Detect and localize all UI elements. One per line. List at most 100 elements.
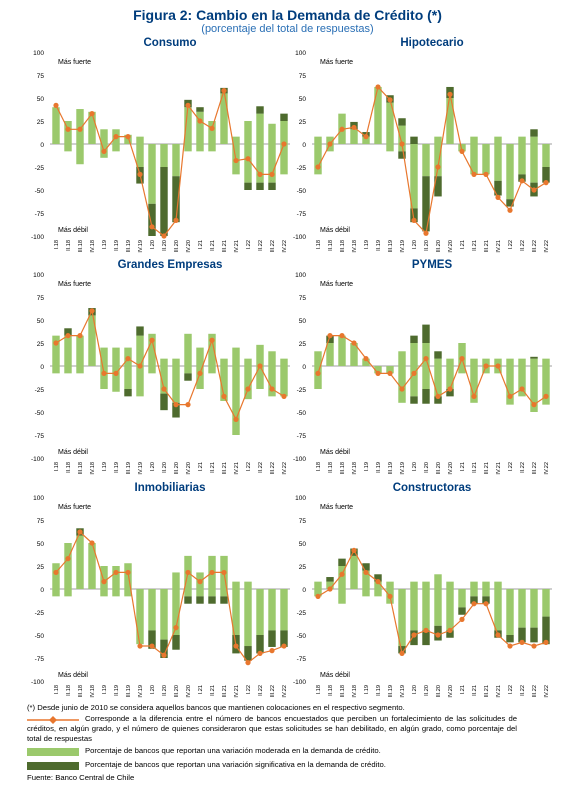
bar-moderate — [232, 136, 240, 144]
bar-moderate — [196, 111, 204, 144]
bar-significant — [422, 176, 430, 232]
y-tick-label: -100 — [293, 456, 306, 463]
bar-significant — [530, 129, 538, 137]
bar-moderate — [350, 129, 358, 144]
bar-significant — [160, 393, 168, 411]
bar-moderate — [280, 121, 288, 144]
bar-moderate — [374, 581, 382, 589]
bar-moderate — [314, 351, 322, 366]
source: Fuente: Banco Central de Chile — [27, 773, 135, 782]
net-point — [221, 393, 227, 399]
net-point — [101, 148, 107, 154]
bar-moderate — [100, 366, 108, 389]
stronger-label: Más fuerte — [58, 281, 91, 288]
x-tick-label: IV.22 — [544, 462, 550, 475]
bar-moderate — [458, 589, 466, 608]
bar-moderate — [446, 581, 454, 589]
net-point — [233, 157, 239, 164]
bar-moderate — [112, 144, 120, 152]
x-tick-label: II.18 — [328, 685, 334, 696]
x-tick-label: III.22 — [270, 462, 276, 474]
legend-net-swatch — [27, 716, 79, 724]
bar-moderate — [494, 366, 502, 374]
x-tick-label: III.20 — [174, 240, 180, 252]
bar-moderate — [410, 343, 418, 366]
net-point — [221, 569, 227, 576]
x-tick-label: II.20 — [162, 240, 168, 251]
y-tick-label: -25 — [35, 387, 45, 394]
y-tick-label: -100 — [31, 456, 44, 463]
bar-moderate — [506, 366, 514, 405]
bar-significant — [506, 635, 514, 643]
bar-moderate — [232, 581, 240, 589]
bar-moderate — [506, 589, 514, 635]
legend-net-label: Corresponde a la diferencia entre el núm… — [27, 714, 517, 743]
bar-moderate — [386, 366, 394, 374]
y-tick-label: -75 — [35, 211, 45, 218]
x-tick-label: IV.21 — [496, 240, 502, 253]
x-tick-label: III.22 — [532, 685, 538, 697]
bar-moderate — [172, 572, 180, 589]
net-point — [197, 370, 203, 376]
net-point — [89, 111, 95, 117]
x-tick-label: IV.19 — [138, 462, 144, 475]
bar-moderate — [446, 366, 454, 389]
y-tick-label: -50 — [297, 633, 307, 640]
net-point — [399, 386, 405, 392]
bar-moderate — [434, 589, 442, 626]
bar-moderate — [470, 589, 478, 597]
bar-significant — [160, 167, 168, 236]
net-point — [531, 402, 537, 408]
net-point — [149, 643, 155, 649]
y-tick-label: -75 — [297, 656, 307, 663]
x-tick-label: III.19 — [126, 462, 132, 474]
legend-moderate: Porcentaje de bancos que reportan una va… — [27, 746, 517, 758]
bar-significant — [244, 646, 252, 661]
bar-moderate — [518, 136, 526, 144]
bar-moderate — [268, 144, 276, 183]
panel-title: Grandes Empresas — [118, 259, 223, 271]
x-tick-label: I.18 — [316, 685, 322, 694]
net-point — [519, 639, 525, 645]
bar-moderate — [64, 366, 72, 374]
bar-moderate — [196, 589, 204, 597]
bar-moderate — [76, 366, 84, 374]
y-tick-label: 75 — [299, 295, 307, 302]
y-tick-label: 25 — [299, 564, 307, 571]
bar-moderate — [518, 358, 526, 366]
bar-moderate — [208, 121, 216, 144]
net-point — [125, 569, 131, 576]
net-point — [65, 126, 71, 132]
bar-moderate — [338, 335, 346, 366]
bar-significant — [542, 616, 550, 645]
x-tick-label: I.21 — [198, 240, 204, 249]
x-tick-label: IV.21 — [234, 685, 240, 698]
x-tick-label: II.19 — [114, 240, 120, 251]
bar-significant — [338, 558, 346, 566]
x-tick-label: III.22 — [270, 685, 276, 697]
panel-title: PYMES — [412, 259, 453, 271]
bar-moderate — [326, 581, 334, 589]
bar-moderate — [172, 589, 180, 635]
net-point — [101, 579, 107, 585]
x-tick-label: IV.22 — [544, 240, 550, 253]
bar-significant — [482, 596, 490, 604]
bar-moderate — [434, 358, 442, 366]
weaker-label: Más débil — [320, 449, 350, 456]
bar-moderate — [446, 358, 454, 366]
x-tick-label: III.20 — [436, 240, 442, 252]
x-tick-label: II.19 — [376, 462, 382, 473]
net-point — [447, 91, 453, 97]
net-point — [363, 134, 369, 140]
panel-title: Constructoras — [393, 482, 472, 494]
bar-moderate — [136, 136, 144, 144]
bar-moderate — [326, 343, 334, 366]
bar-moderate — [314, 144, 322, 175]
bar-significant — [256, 635, 264, 654]
x-tick-label: IV.18 — [90, 685, 96, 698]
bar-significant — [244, 182, 252, 190]
bar-significant — [518, 174, 526, 182]
y-tick-label: 50 — [299, 318, 307, 325]
net-line — [55, 530, 285, 664]
x-tick-label: III.19 — [126, 240, 132, 252]
